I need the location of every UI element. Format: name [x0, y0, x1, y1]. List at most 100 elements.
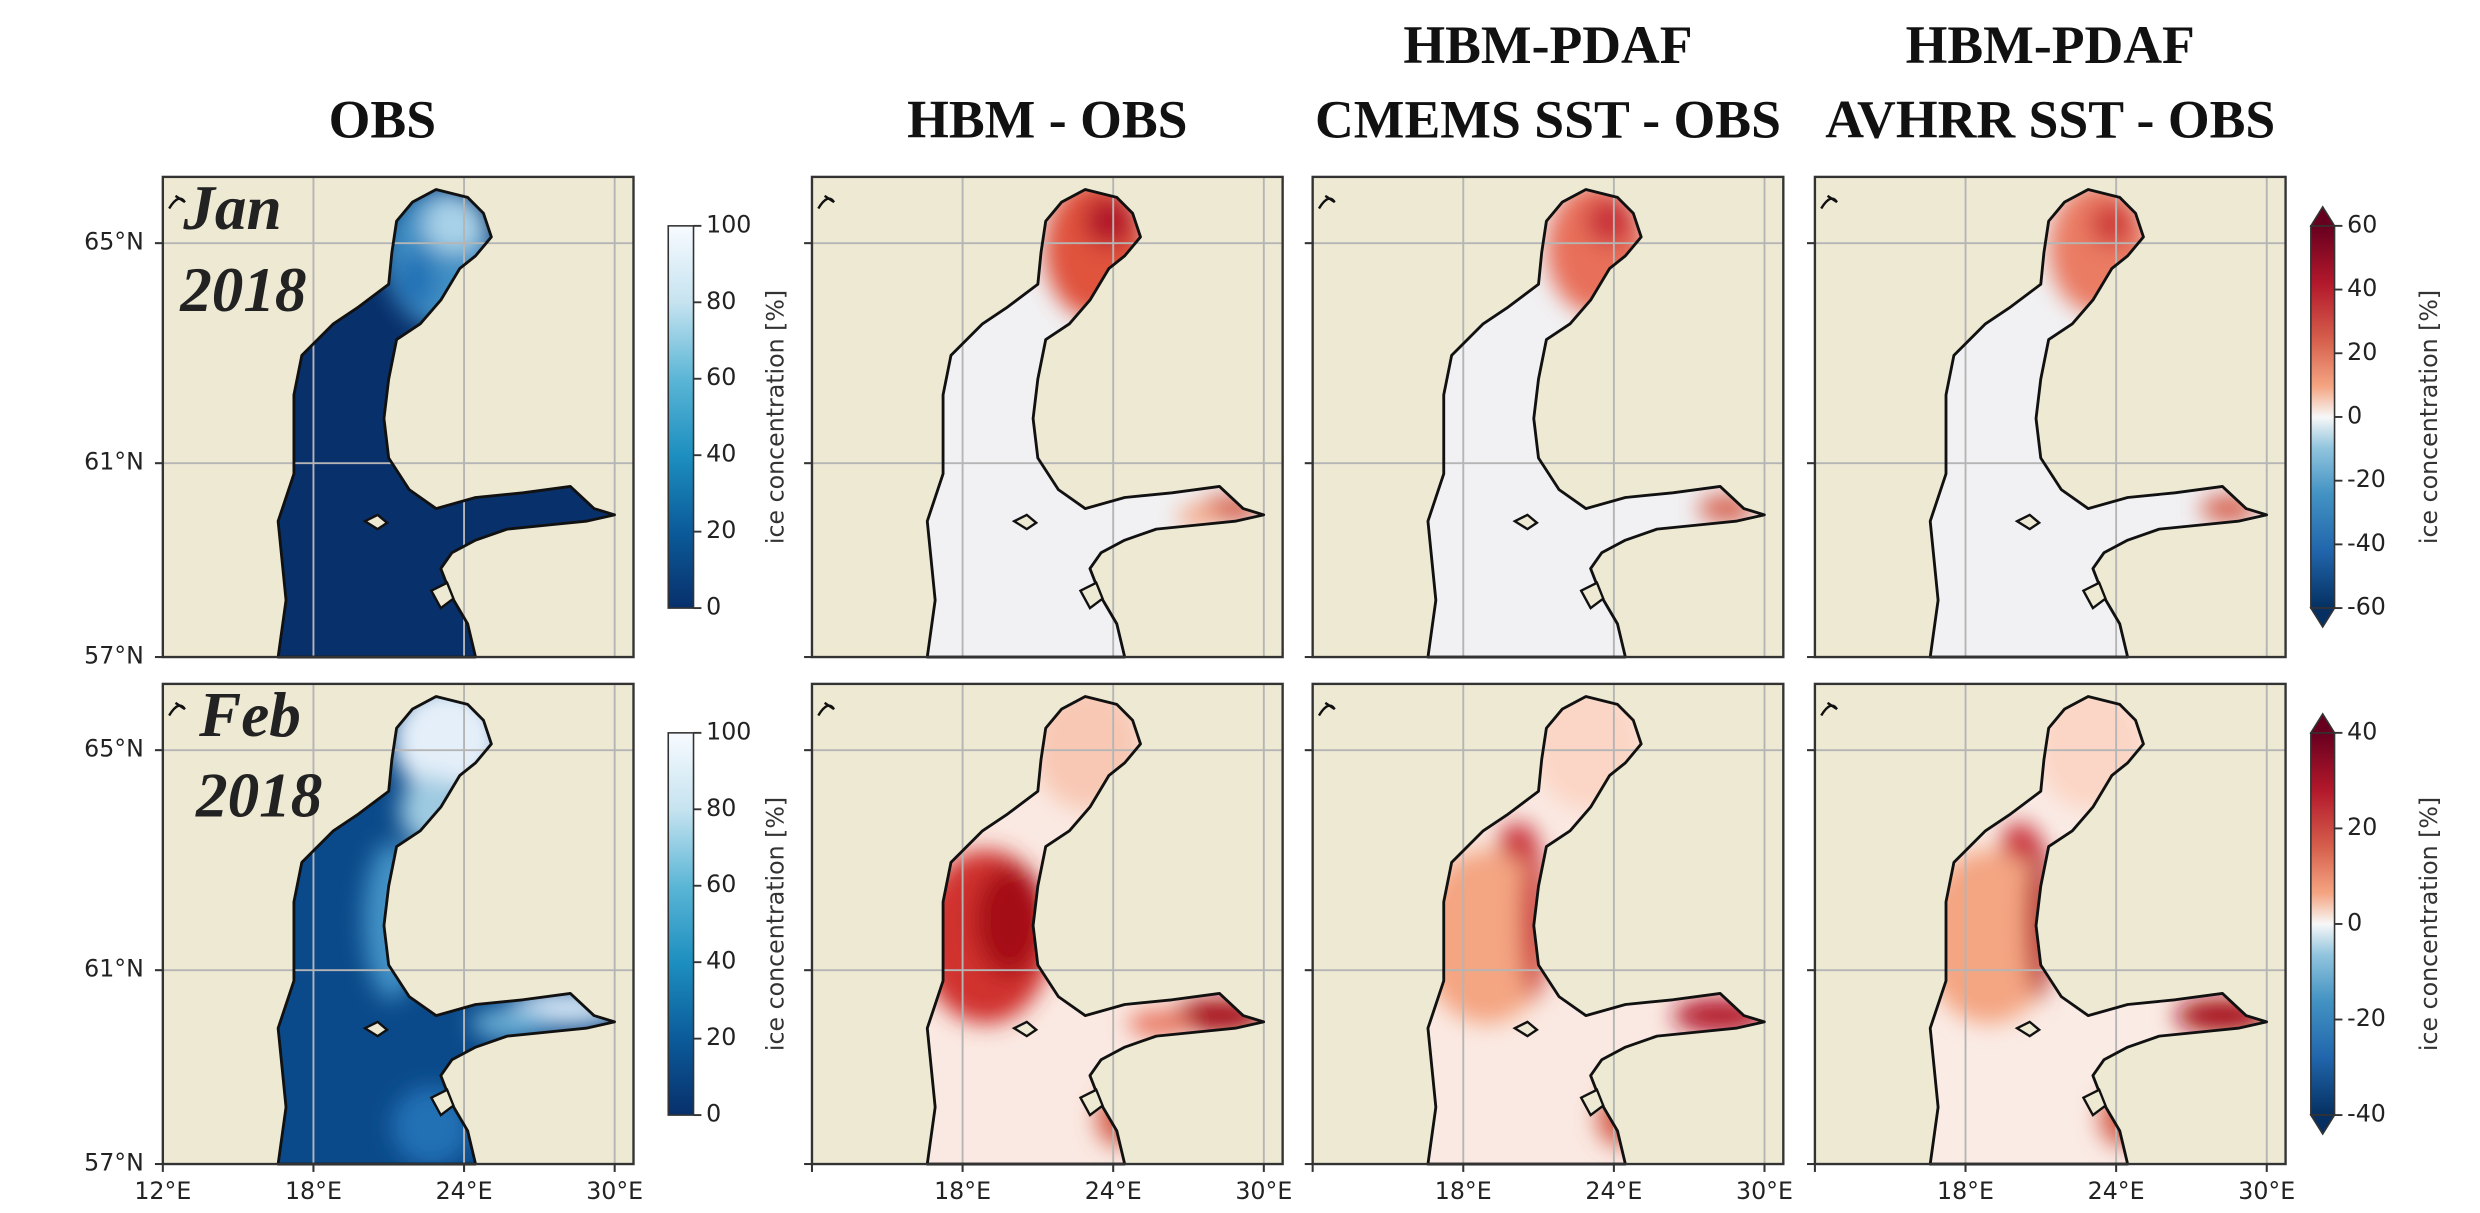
coastline — [276, 695, 616, 1166]
column-title: HBM-PDAF — [1906, 15, 2195, 75]
island — [1011, 1020, 1039, 1038]
colorbar-extend — [2309, 1114, 2336, 1136]
colorbar-ramp — [667, 732, 695, 1116]
lon-tick-label: 12°E — [134, 1177, 191, 1205]
column-title: HBM-PDAF — [1403, 15, 1692, 75]
colorbar-tick-label: 0 — [2347, 908, 2362, 936]
ice-patch — [470, 1007, 550, 1040]
ice-patch — [1930, 849, 2055, 1024]
lat-tick-label: 65°N — [84, 735, 144, 763]
lon-tick-label: 24°E — [1085, 1177, 1142, 1205]
lat-tick-label: 57°N — [84, 642, 144, 670]
colorbar-label: ice concentration [%] — [2415, 290, 2443, 544]
row-label: 2018 — [179, 255, 306, 325]
row-label: Jan — [182, 173, 281, 243]
colorbar-tick-label: 40 — [2347, 717, 2377, 745]
lon-tick-label: 30°E — [586, 1177, 643, 1205]
coastline — [276, 188, 616, 659]
coast-fragment — [1317, 701, 1336, 717]
colorbar-ramp — [2310, 225, 2336, 609]
colorbar-tick-label: -40 — [2347, 1100, 2386, 1128]
coast-fragment — [1820, 194, 1839, 210]
lon-tick-label: 18°E — [1937, 1177, 1994, 1205]
colorbar-tick-label: 20 — [706, 1023, 736, 1051]
map-panel: 57°N 61°N 65°N — [84, 175, 635, 670]
lon-tick-label: 30°E — [1736, 1177, 1793, 1205]
colorbar-tick-label: -20 — [2347, 1004, 2386, 1032]
lat-tick-label: 57°N — [84, 1149, 144, 1177]
island — [1078, 1088, 1105, 1117]
island — [2081, 1088, 2107, 1117]
colorbar-tick-label: -60 — [2347, 593, 2386, 621]
ice-patch — [2001, 822, 2040, 861]
island — [2014, 513, 2042, 531]
coastline — [1426, 695, 1766, 1166]
ice-patch — [423, 195, 487, 253]
island — [2014, 1020, 2042, 1038]
lon-tick-label: 30°E — [1235, 1177, 1292, 1205]
lon-tick-label: 24°E — [1585, 1177, 1642, 1205]
row-label: Feb — [198, 680, 301, 750]
colorbar-tick-label: 80 — [706, 794, 736, 822]
row-label: 2018 — [195, 761, 322, 831]
colorbar-tick-label: 40 — [706, 440, 736, 468]
island — [429, 1088, 455, 1117]
island — [1512, 1020, 1539, 1038]
colorbar-ramp — [2310, 732, 2336, 1116]
colorbar-extend — [2309, 607, 2336, 629]
ice-patch — [1585, 197, 1634, 245]
coast-fragment — [1820, 701, 1839, 717]
colorbar: 0 20 40 60 80 100 ice concentration [%] — [667, 717, 790, 1128]
lon-tick-label: 18°E — [934, 1177, 991, 1205]
map-panel: 18°E 24°E 30°E — [1304, 682, 1793, 1205]
coastline — [1928, 188, 2269, 659]
coast-fragment — [168, 194, 186, 210]
island — [1512, 513, 1539, 531]
colorbar-label: ice concentration [%] — [762, 797, 790, 1051]
coastline — [925, 188, 1266, 659]
lat-tick-label: 61°N — [84, 955, 144, 983]
ice-patch — [1427, 849, 1553, 1024]
ice-patch — [1083, 195, 1135, 247]
colorbar-label: ice concentration [%] — [762, 290, 790, 544]
colorbar-tick-label: -20 — [2347, 465, 2386, 493]
colorbar-tick-label: 100 — [706, 210, 751, 238]
colorbar-tick-label: 0 — [706, 1100, 721, 1128]
panel-frame — [1813, 682, 2287, 1166]
map-panel: 57°N 61°N 65°N 12°E 18°E 24°E 30°E — [84, 682, 643, 1205]
lon-tick-label: 24°E — [436, 1177, 493, 1205]
lon-tick-label: 24°E — [2088, 1177, 2145, 1205]
island — [362, 513, 390, 531]
colorbar-tick-label: 40 — [706, 947, 736, 975]
ice-patch — [396, 251, 435, 308]
coast-fragment — [817, 194, 836, 210]
panel-frame — [1311, 682, 1785, 1166]
panel-frame — [161, 682, 635, 1166]
island — [2081, 581, 2107, 610]
island — [1078, 581, 1105, 610]
colorbar-extend — [2309, 712, 2336, 734]
column-title: AVHRR SST - OBS — [1825, 89, 2275, 149]
map-panel: 18°E 24°E 30°E — [804, 682, 1292, 1205]
colorbar-tick-label: 60 — [2347, 210, 2377, 238]
ice-patch — [2089, 202, 2134, 247]
panel-frame — [161, 175, 635, 659]
lat-tick-label: 61°N — [84, 448, 144, 476]
map-panel: 18°E 24°E 30°E — [1807, 682, 2295, 1205]
panel-frame — [1311, 175, 1785, 659]
lon-tick-label: 30°E — [2238, 1177, 2295, 1205]
map-panel — [1304, 175, 1785, 659]
ice-patch — [974, 865, 1045, 977]
colorbar-extend — [2309, 205, 2336, 227]
panel-frame — [810, 175, 1284, 659]
panel-frame — [810, 682, 1284, 1166]
coastline — [1426, 188, 1766, 659]
colorbar-ramp — [667, 225, 695, 609]
coast-fragment — [168, 701, 186, 717]
colorbar-label: ice concentration [%] — [2415, 797, 2443, 1051]
island — [1579, 581, 1605, 610]
colorbar: -60 -40 -20 0 20 40 60 ice concentration [%] — [2309, 205, 2443, 629]
lon-tick-label: 18°E — [1435, 1177, 1492, 1205]
colorbar-tick-label: 20 — [2347, 813, 2377, 841]
colorbar-tick-label: 20 — [706, 516, 736, 544]
